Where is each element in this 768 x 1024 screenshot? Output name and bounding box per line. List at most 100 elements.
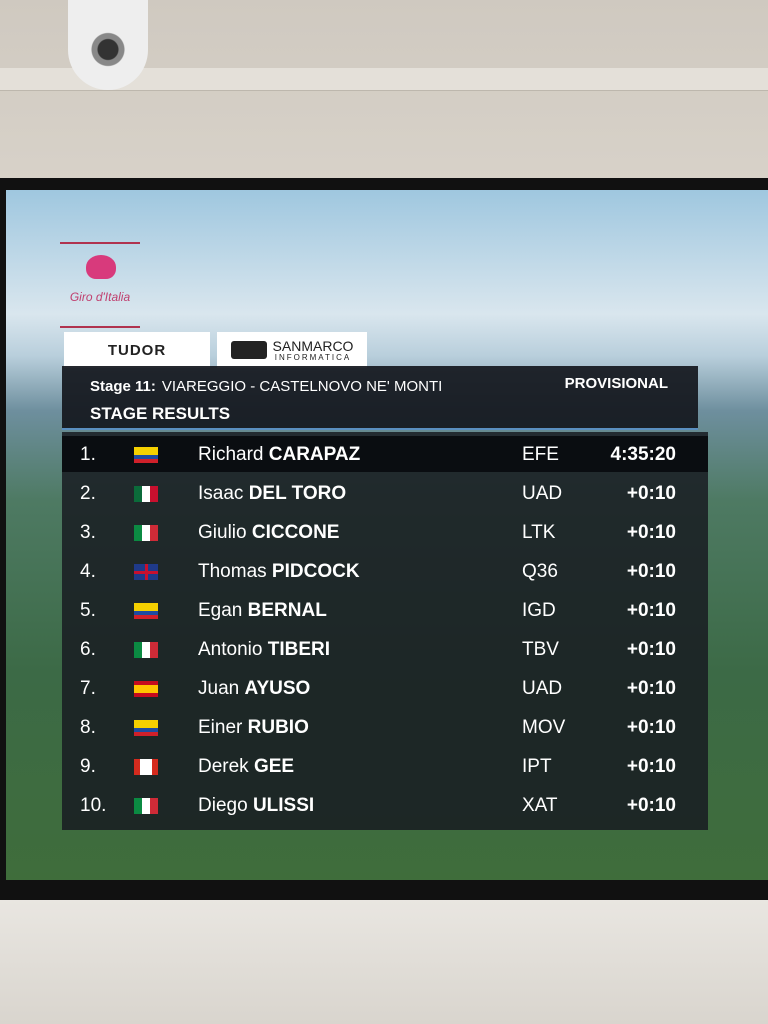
flag: [134, 447, 158, 463]
team: IPT: [522, 756, 552, 777]
rider: Thomas PIDCOCK: [198, 561, 360, 583]
rider: Richard CARAPAZ: [198, 444, 360, 466]
results-title: STAGE RESULTS: [90, 404, 231, 423]
team: IGD: [522, 600, 556, 621]
sponsor-mark: [230, 341, 267, 359]
rider: Diego ULISSI: [198, 795, 314, 817]
last-name: CICCONE: [251, 522, 340, 543]
last-name: ULISSI: [252, 795, 315, 816]
stage-label: Stage 11:: [90, 378, 156, 395]
rank: 10.: [80, 795, 107, 816]
rider: Derek GEE: [198, 756, 294, 778]
rider: Isaac DEL TORO: [198, 483, 346, 505]
race-logo-mark: [86, 255, 116, 279]
first-name: Isaac: [198, 483, 244, 504]
team: TBV: [522, 639, 559, 660]
wall: [0, 900, 768, 1024]
team: LTK: [522, 522, 556, 543]
sponsor-sanmarco: SANMARCO INFORMATICA: [217, 332, 367, 368]
flag: [134, 603, 158, 619]
first-name: Giulio: [198, 522, 247, 543]
sponsor-tagline: INFORMATICA: [274, 352, 352, 362]
time: +0:10: [626, 600, 676, 621]
rank: 3.: [80, 522, 96, 543]
last-name: CARAPAZ: [268, 444, 361, 465]
result-row: 10. Diego ULISSI XAT +0:10: [62, 787, 708, 823]
result-row: 3. Giulio CICCONE LTK +0:10: [62, 514, 708, 550]
race-logo-text: Giro d'Italia: [69, 290, 131, 304]
team: EFE: [522, 444, 559, 465]
flag: [134, 759, 158, 775]
last-name: TIBERI: [267, 639, 331, 660]
rank: 5.: [80, 600, 96, 621]
first-name: Egan: [198, 600, 243, 621]
security-camera: [68, 0, 148, 90]
stage-line: Stage 11: VIAREGGIO - CASTELNOVO NE' MONT…: [90, 378, 442, 395]
first-name: Diego: [198, 795, 248, 816]
team: UAD: [522, 483, 563, 504]
team: UAD: [522, 678, 563, 699]
rank: 4.: [80, 561, 96, 582]
flag: [134, 486, 158, 502]
rider: Egan BERNAL: [198, 600, 327, 622]
team: MOV: [522, 717, 566, 738]
result-row: 6. Antonio TIBERI TBV +0:10: [62, 631, 708, 667]
result-row: 9. Derek GEE IPT +0:10: [62, 748, 708, 784]
rank: 7.: [80, 678, 96, 699]
time: +0:10: [626, 717, 676, 738]
time: +0:10: [626, 639, 676, 660]
rider: Giulio CICCONE: [198, 522, 339, 544]
flag: [134, 681, 158, 697]
time: +0:10: [626, 795, 676, 816]
rank: 2.: [80, 483, 96, 504]
time: +0:10: [626, 522, 676, 543]
results-header: Stage 11: VIAREGGIO - CASTELNOVO NE' MONT…: [62, 366, 698, 430]
results-table: 1. Richard CARAPAZ EFE 4:35:20 2. Isaac DEL T…: [62, 432, 708, 830]
sponsor-name: SANMARCO: [272, 337, 354, 354]
first-name: Einer: [198, 717, 243, 738]
last-name: DEL TORO: [248, 483, 347, 504]
rank: 9.: [80, 756, 96, 777]
flag: [134, 798, 158, 814]
result-row: 1. Richard CARAPAZ EFE 4:35:20: [62, 436, 708, 472]
ceiling-beam: [0, 68, 768, 91]
sponsor-tudor: TUDOR: [64, 332, 210, 368]
result-row: 5. Egan BERNAL IGD +0:10: [62, 592, 708, 628]
flag: [134, 720, 158, 736]
first-name: Juan: [198, 678, 240, 699]
time: +0:10: [626, 756, 676, 777]
flag: [134, 525, 158, 541]
last-name: PIDCOCK: [271, 561, 360, 582]
last-name: RUBIO: [247, 717, 309, 738]
rider: Antonio TIBERI: [198, 639, 330, 661]
team: XAT: [522, 795, 558, 816]
result-row: 4. Thomas PIDCOCK Q36 +0:10: [62, 553, 708, 589]
rank: 1.: [80, 444, 96, 465]
last-name: AYUSO: [244, 678, 311, 699]
last-name: BERNAL: [247, 600, 327, 621]
time: +0:10: [626, 678, 676, 699]
rank: 6.: [80, 639, 96, 660]
first-name: Antonio: [198, 639, 263, 660]
flag: [134, 564, 158, 580]
result-row: 7. Juan AYUSO UAD +0:10: [62, 670, 708, 706]
status: PROVISIONAL: [564, 375, 668, 392]
result-row: 8. Einer RUBIO MOV +0:10: [62, 709, 708, 745]
rider: Einer RUBIO: [198, 717, 309, 739]
first-name: Thomas: [198, 561, 267, 582]
time: +0:10: [626, 561, 676, 582]
team: Q36: [522, 561, 558, 582]
sponsor-text: SANMARCO INFORMATICA: [273, 339, 354, 362]
rider: Juan AYUSO: [198, 678, 310, 700]
time: 4:35:20: [610, 444, 677, 465]
result-row: 2. Isaac DEL TORO UAD +0:10: [62, 475, 708, 511]
rank: 8.: [80, 717, 96, 738]
first-name: Richard: [198, 444, 264, 465]
first-name: Derek: [198, 756, 249, 777]
last-name: GEE: [253, 756, 295, 777]
stage-route: VIAREGGIO - CASTELNOVO NE' MONTI: [161, 378, 443, 395]
race-logo: [60, 242, 140, 328]
flag: [134, 642, 158, 658]
time: +0:10: [626, 483, 676, 504]
